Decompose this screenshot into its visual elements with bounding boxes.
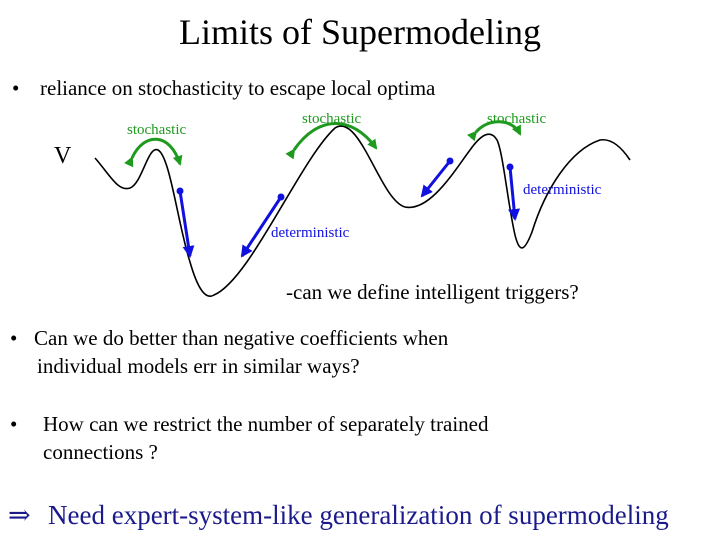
deterministic-arrow	[420, 160, 452, 198]
implies-symbol: ⇒	[8, 500, 31, 530]
deterministic-label: deterministic	[271, 225, 350, 241]
stochastic-label: stochastic	[302, 111, 361, 127]
stochastic-arrow	[124, 137, 183, 168]
deterministic-label: deterministic	[523, 182, 602, 198]
stochastic-label: stochastic	[487, 111, 546, 127]
stochastic-label: stochastic	[127, 122, 186, 138]
intelligent-triggers-question: -can we define intelligent triggers?	[286, 280, 579, 304]
bullet-marker: •	[12, 76, 20, 100]
bullet-restrict-connections-line2: connections ?	[43, 440, 158, 464]
stochastic-arrow	[466, 120, 522, 142]
slide-title: Limits of Supermodeling	[179, 12, 541, 52]
bullet-reliance-text: reliance on stochasticity to escape loca…	[40, 76, 436, 100]
conclusion-text: Need expert-system-like generalization o…	[48, 500, 669, 530]
potential-landscape-diagram: V stochastic stochastic stochastic deter…	[54, 111, 631, 297]
stochastic-arrow	[285, 122, 378, 160]
bullet-marker: •	[10, 326, 18, 350]
deterministic-arrow	[508, 166, 521, 221]
bullet-negative-coefficients-line1: Can we do better than negative coefficie…	[34, 326, 449, 350]
v-label: V	[54, 143, 72, 169]
bullet-restrict-connections-line1: How can we restrict the number of separa…	[43, 412, 489, 436]
deterministic-arrow	[178, 190, 195, 258]
deterministic-arrow	[240, 196, 283, 258]
bullet-marker: •	[10, 412, 18, 436]
bullet-negative-coefficients-line2: individual models err in similar ways?	[37, 354, 360, 378]
